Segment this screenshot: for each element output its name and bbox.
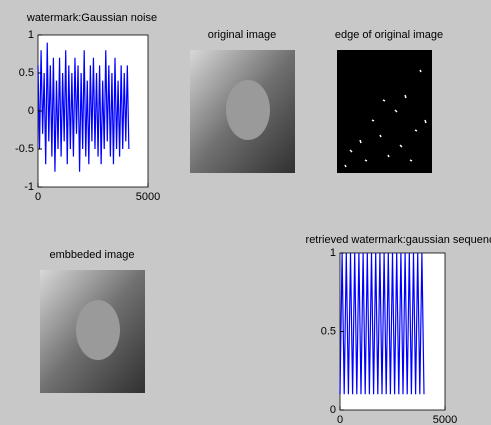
image — [337, 50, 432, 173]
y-tick-label: 1 — [330, 247, 336, 259]
embedded-image — [40, 270, 145, 393]
chart-title: retrieved watermark:gaussian sequenc — [306, 234, 491, 246]
edge-image — [337, 50, 432, 173]
y-tick-label: -1 — [24, 181, 34, 193]
y-tick-label: 0 — [28, 105, 34, 117]
figure: original image edge of original image em… — [0, 0, 491, 425]
x-tick-label: 5000 — [136, 191, 160, 203]
image-title: embbeded image — [49, 249, 134, 261]
image-detail — [226, 80, 270, 140]
chart-title: watermark:Gaussian noise — [26, 12, 157, 24]
image-detail — [76, 300, 120, 360]
image-title: edge of original image — [335, 29, 443, 41]
x-tick-label: 5000 — [433, 414, 457, 425]
y-tick-label: 0.5 — [321, 325, 336, 337]
image-title: original image — [208, 29, 276, 41]
original-image — [190, 50, 295, 173]
y-tick-label: -0.5 — [15, 143, 34, 155]
y-tick-label: 0.5 — [19, 67, 34, 79]
x-tick-label: 0 — [337, 414, 343, 425]
y-tick-label: 0 — [330, 404, 336, 416]
y-tick-label: 1 — [28, 29, 34, 41]
x-tick-label: 0 — [35, 191, 41, 203]
